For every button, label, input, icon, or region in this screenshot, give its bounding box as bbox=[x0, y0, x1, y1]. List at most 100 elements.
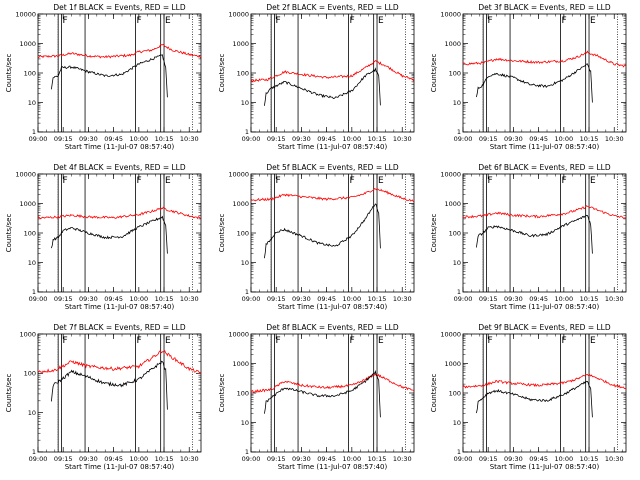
y-tick-label: 100 bbox=[24, 370, 36, 378]
x-tick-label: 10:15 bbox=[368, 455, 387, 463]
x-tick-label: 10:00 bbox=[129, 135, 148, 143]
y-tick-label: 1 bbox=[245, 448, 249, 456]
x-tick-label: 09:30 bbox=[504, 455, 523, 463]
y-axis-label: Counts/sec bbox=[5, 374, 13, 413]
chart-panel-2: Det 2f BLACK = Events, RED = LLD 1 10 100 10… bbox=[218, 3, 415, 151]
y-tick-label: 10000 bbox=[15, 10, 36, 18]
chart-title: Det 4f BLACK = Events, RED = LLD bbox=[53, 163, 186, 172]
x-tick-label: 09:00 bbox=[454, 135, 473, 143]
y-tick-label: 1000 bbox=[19, 40, 36, 48]
event-marker-label: F bbox=[561, 336, 566, 346]
events-series-line bbox=[476, 63, 593, 103]
x-tick-label: 09:30 bbox=[79, 135, 98, 143]
event-marker-label: F bbox=[63, 336, 68, 346]
x-tick-label: 09:45 bbox=[104, 295, 123, 303]
x-tick-label: 09:30 bbox=[292, 295, 311, 303]
x-tick-label: 09:15 bbox=[54, 135, 73, 143]
plot-frame bbox=[250, 13, 415, 133]
chart-title: Det 9f BLACK = Events, RED = LLD bbox=[478, 323, 611, 332]
x-tick-label: 10:00 bbox=[342, 135, 361, 143]
event-marker-label: F bbox=[276, 16, 281, 26]
chart-title: Det 5f BLACK = Events, RED = LLD bbox=[266, 163, 399, 172]
y-tick-label: 1000 bbox=[19, 330, 36, 338]
x-tick-label: 09:15 bbox=[479, 295, 498, 303]
lld-series-line bbox=[37, 350, 202, 374]
event-marker-label: E bbox=[165, 16, 171, 26]
x-tick-label: 10:15 bbox=[155, 295, 174, 303]
y-tick-label: 1000 bbox=[444, 360, 461, 368]
x-tick-label: 10:15 bbox=[368, 295, 387, 303]
y-tick-label: 100 bbox=[237, 229, 249, 237]
y-tick-label: 1000 bbox=[232, 360, 249, 368]
y-tick-label: 10000 bbox=[15, 170, 36, 178]
x-tick-label: 09:30 bbox=[504, 295, 523, 303]
x-tick-label: 09:45 bbox=[104, 135, 123, 143]
y-tick-label: 1 bbox=[457, 288, 461, 296]
event-marker-label: F bbox=[488, 336, 493, 346]
event-marker-label: E bbox=[590, 16, 596, 26]
y-tick-label: 1000 bbox=[444, 200, 461, 208]
x-tick-label: 09:00 bbox=[29, 455, 48, 463]
y-tick-label: 10 bbox=[28, 409, 36, 417]
x-tick-label: 10:00 bbox=[129, 295, 148, 303]
chart-panel-8: Det 8f BLACK = Events, RED = LLD 1 10 100 10… bbox=[218, 323, 415, 471]
y-tick-label: 1000 bbox=[232, 200, 249, 208]
x-axis-label: Start Time (11-Jul-07 08:57:40) bbox=[278, 143, 388, 151]
y-tick-label: 1 bbox=[457, 128, 461, 136]
x-tick-label: 09:45 bbox=[529, 135, 548, 143]
x-tick-label: 09:45 bbox=[529, 455, 548, 463]
x-tick-label: 10:30 bbox=[605, 455, 624, 463]
y-tick-label: 10 bbox=[241, 419, 249, 427]
events-series-line bbox=[476, 214, 593, 254]
event-marker-label: F bbox=[349, 336, 354, 346]
plot-frame bbox=[462, 173, 627, 293]
chart-panel-4: Det 4f BLACK = Events, RED = LLD 1 10 100 10… bbox=[5, 163, 202, 311]
x-tick-label: 10:00 bbox=[554, 135, 573, 143]
x-tick-label: 10:30 bbox=[180, 455, 199, 463]
x-tick-label: 09:00 bbox=[242, 455, 261, 463]
x-tick-label: 10:30 bbox=[180, 295, 199, 303]
y-tick-label: 10000 bbox=[228, 330, 249, 338]
chart-panel-3: Det 3f BLACK = Events, RED = LLD 1 10 100 10… bbox=[430, 3, 627, 151]
event-marker-label: F bbox=[488, 16, 493, 26]
y-axis-label: Counts/sec bbox=[218, 374, 226, 413]
x-tick-label: 09:00 bbox=[454, 295, 473, 303]
y-tick-label: 1 bbox=[245, 288, 249, 296]
x-tick-label: 09:00 bbox=[454, 455, 473, 463]
chart-title: Det 2f BLACK = Events, RED = LLD bbox=[266, 3, 399, 12]
y-tick-label: 10000 bbox=[440, 170, 461, 178]
y-axis-label: Counts/sec bbox=[218, 54, 226, 93]
x-tick-label: 10:15 bbox=[580, 135, 599, 143]
y-tick-label: 10 bbox=[241, 99, 249, 107]
event-marker-label: F bbox=[561, 176, 566, 186]
y-axis-label: Counts/sec bbox=[430, 54, 438, 93]
event-marker-label: E bbox=[590, 176, 596, 186]
x-axis-label: Start Time (11-Jul-07 08:57:40) bbox=[65, 303, 175, 311]
x-tick-label: 09:30 bbox=[292, 135, 311, 143]
x-tick-label: 09:45 bbox=[317, 295, 336, 303]
x-tick-label: 10:30 bbox=[393, 455, 412, 463]
lld-series-line bbox=[462, 50, 627, 68]
event-marker-label: E bbox=[378, 336, 384, 346]
x-tick-label: 10:30 bbox=[180, 135, 199, 143]
lld-series-line bbox=[462, 205, 627, 219]
x-tick-label: 09:15 bbox=[267, 455, 286, 463]
chart-panel-9: Det 9f BLACK = Events, RED = LLD 1 10 100 10… bbox=[430, 323, 627, 471]
x-tick-label: 10:30 bbox=[393, 295, 412, 303]
x-tick-label: 10:00 bbox=[554, 295, 573, 303]
event-marker-label: E bbox=[590, 336, 596, 346]
events-series-line bbox=[476, 380, 593, 418]
x-axis-label: Start Time (11-Jul-07 08:57:40) bbox=[490, 143, 600, 151]
lld-series-line bbox=[250, 60, 415, 83]
chart-panel-5: Det 5f BLACK = Events, RED = LLD 1 10 100 10… bbox=[218, 163, 415, 311]
x-tick-label: 09:45 bbox=[317, 135, 336, 143]
y-tick-label: 100 bbox=[237, 69, 249, 77]
x-tick-label: 09:15 bbox=[479, 455, 498, 463]
chart-title: Det 3f BLACK = Events, RED = LLD bbox=[478, 3, 611, 12]
y-tick-label: 10 bbox=[241, 259, 249, 267]
x-tick-label: 10:15 bbox=[580, 455, 599, 463]
event-marker-label: F bbox=[561, 16, 566, 26]
y-tick-label: 10000 bbox=[228, 170, 249, 178]
lld-series-line bbox=[462, 373, 627, 390]
events-series-line bbox=[264, 203, 381, 259]
